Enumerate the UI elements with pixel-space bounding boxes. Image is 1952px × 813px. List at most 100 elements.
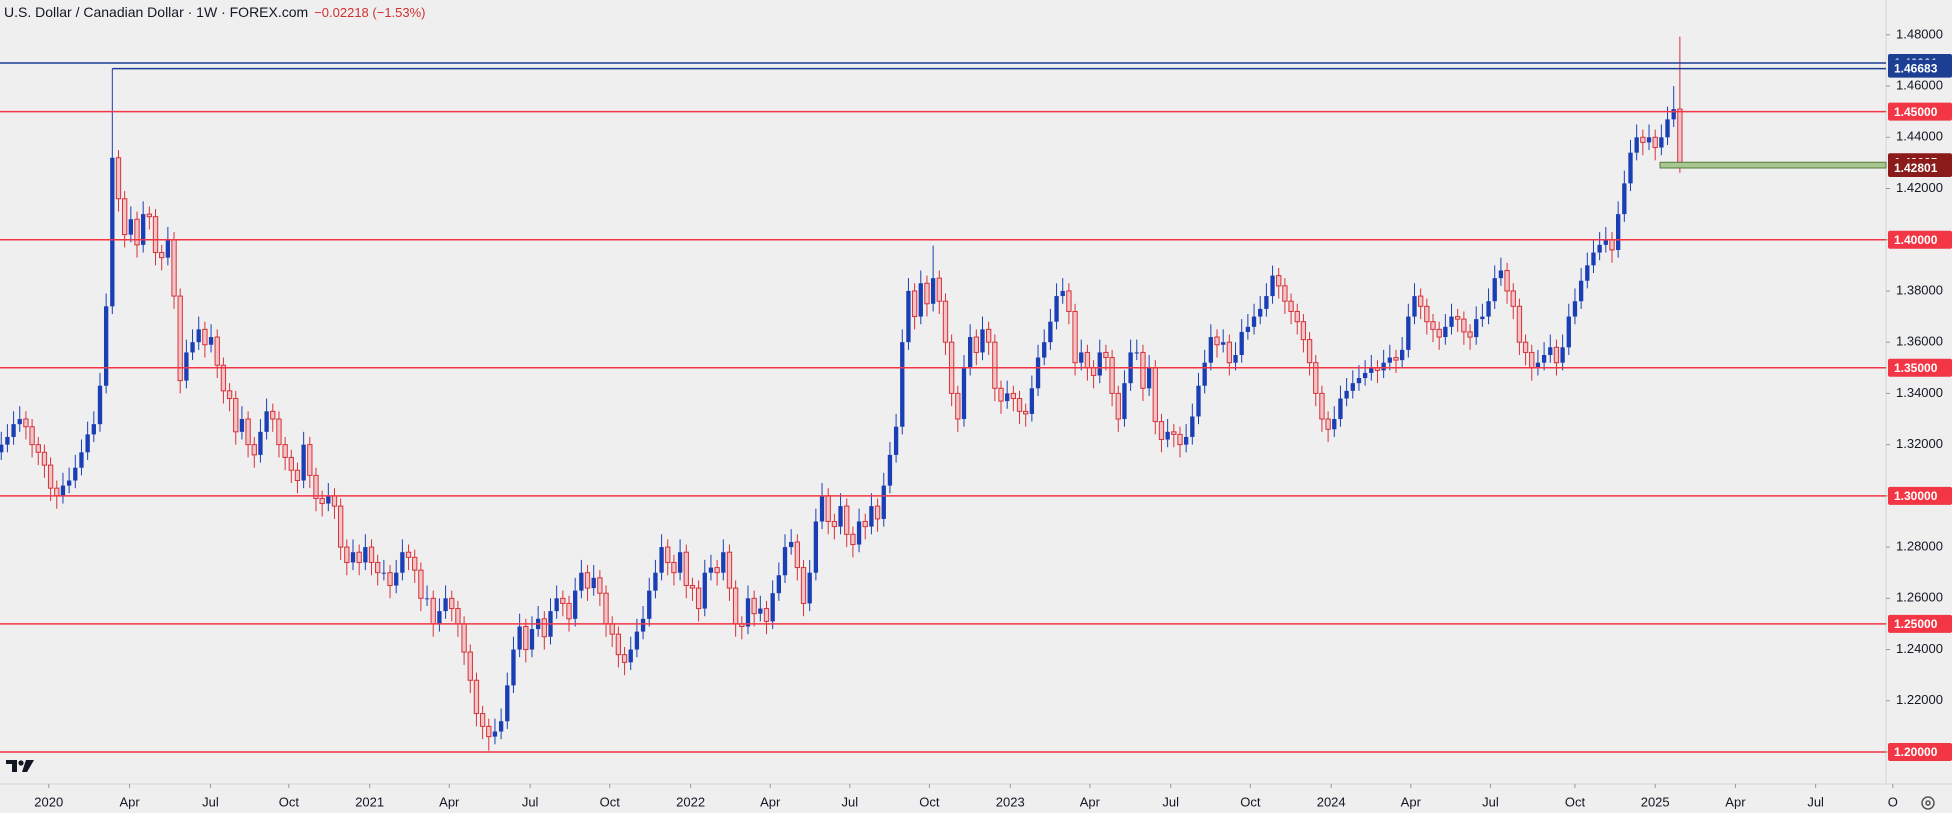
candle-body: [1233, 354, 1238, 363]
candle-body: [1158, 421, 1165, 441]
candle-body: [1393, 357, 1399, 361]
candle-body: [1474, 319, 1479, 338]
candle-body: [1430, 321, 1436, 330]
candle-body: [659, 547, 664, 573]
candle-body: [1424, 305, 1430, 323]
candle-body: [1356, 378, 1362, 384]
candle-body: [1288, 300, 1294, 312]
candle-body: [554, 598, 559, 612]
candle-body: [220, 364, 227, 392]
y-tick-label: 1.28000: [1896, 539, 1943, 554]
candle-body: [331, 495, 338, 507]
candle-body: [307, 444, 313, 476]
x-tick-label: Jul: [841, 794, 858, 809]
candle-body: [1449, 316, 1454, 327]
price-label: 1.20000: [1894, 745, 1938, 759]
candle-body: [1622, 183, 1627, 215]
candle-body: [1591, 252, 1596, 266]
candle-body: [418, 569, 424, 599]
candle-body: [628, 649, 633, 663]
candle-body: [1406, 316, 1411, 350]
candle-body: [405, 551, 412, 558]
y-tick-label: 1.24000: [1896, 641, 1943, 656]
candle-body: [980, 329, 985, 353]
candle-body: [146, 213, 153, 218]
candle-body: [789, 541, 794, 548]
candle-body: [368, 546, 375, 563]
candle-body: [115, 157, 122, 200]
candle-body: [1152, 367, 1158, 423]
price-label-box: [1888, 230, 1952, 249]
price-label: 1.40000: [1894, 233, 1938, 247]
candle-body: [1319, 392, 1325, 420]
candle-body: [1054, 296, 1059, 322]
candle-body: [11, 424, 16, 437]
candle-body: [1140, 351, 1146, 389]
candle-body: [1529, 351, 1535, 369]
candle-body: [505, 685, 510, 722]
candle-body: [1258, 308, 1263, 317]
candle-body: [103, 306, 109, 386]
price-label: 1.35000: [1894, 361, 1938, 375]
candle-body: [1196, 385, 1201, 417]
candle-body: [338, 505, 344, 548]
price-label-box: [1888, 158, 1952, 177]
candle-body: [202, 328, 208, 346]
candle-body: [165, 239, 171, 258]
x-tick-label: Jul: [1162, 794, 1179, 809]
candle-body: [850, 533, 856, 546]
candle-body: [1492, 278, 1497, 302]
settings-icon[interactable]: [1921, 796, 1935, 810]
candle-body: [60, 485, 66, 496]
price-label-box: [1888, 742, 1952, 761]
candle-body: [1084, 351, 1091, 369]
candle-body: [671, 561, 677, 574]
candle-body: [79, 452, 84, 468]
candle-body: [714, 567, 720, 574]
candle-body: [294, 469, 301, 481]
candle-body: [313, 474, 319, 499]
candle-body: [683, 551, 689, 587]
x-tick-label: Apr: [760, 794, 781, 809]
candle-body: [134, 218, 140, 246]
candle-body: [1560, 347, 1565, 363]
candle-body: [1245, 326, 1251, 332]
candle-body: [874, 505, 881, 520]
candle-body: [1035, 357, 1041, 389]
candle-body: [1369, 367, 1374, 373]
candle-body: [1461, 318, 1467, 333]
x-tick-label: 2021: [355, 794, 384, 809]
candle-body: [1467, 331, 1473, 338]
candle-body: [1553, 346, 1560, 364]
candle-body: [1042, 342, 1047, 358]
candle-body: [726, 551, 733, 589]
candle-body: [258, 431, 263, 455]
y-tick-label: 1.46000: [1896, 77, 1943, 92]
candle-body: [73, 467, 78, 481]
candle-body: [1362, 372, 1368, 379]
candle-body: [992, 341, 998, 389]
candle-body: [363, 547, 368, 563]
price-label: 1.30000: [1894, 489, 1938, 503]
candle-body: [122, 198, 128, 236]
candle-body: [955, 392, 961, 420]
candle-body: [97, 385, 103, 425]
x-tick-label: 2024: [1317, 794, 1346, 809]
y-tick-label: 1.42000: [1896, 180, 1943, 195]
candle-body: [1221, 342, 1226, 345]
candle-body: [467, 651, 473, 681]
candle-body: [745, 598, 751, 627]
candle-body: [881, 485, 886, 519]
candle-body: [319, 497, 325, 505]
candle-body: [91, 424, 96, 435]
candle-body: [1578, 280, 1584, 302]
candle-body: [17, 419, 22, 425]
candle-body: [1548, 347, 1553, 355]
candle-body: [936, 277, 942, 302]
candle-body: [819, 495, 825, 522]
y-tick-label: 1.36000: [1896, 334, 1943, 349]
candle-body: [1325, 418, 1331, 430]
candle-body: [177, 295, 183, 382]
candle-body: [721, 552, 726, 573]
candle-body: [647, 590, 652, 619]
